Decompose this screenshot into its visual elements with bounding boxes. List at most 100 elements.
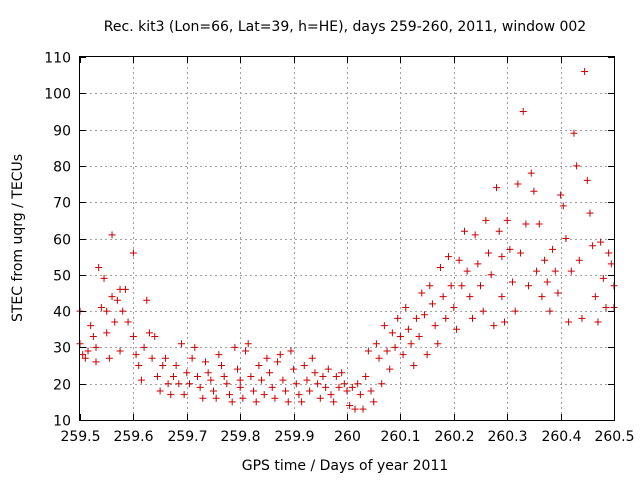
x-tick-labels: 259.5 259.6 259.7 259.8 259.9 260 260.1 260.2 26…: [60, 429, 634, 445]
data-point: [236, 376, 244, 384]
data-point: [570, 129, 578, 137]
data-point: [169, 372, 177, 380]
data-point: [212, 394, 220, 402]
x-tick-label: 260.3: [487, 429, 527, 445]
data-point: [519, 107, 527, 115]
y-tick-label: 80: [53, 160, 71, 176]
data-point: [113, 296, 121, 304]
data-point: [340, 380, 348, 388]
data-point: [404, 325, 412, 333]
data-point: [578, 314, 586, 322]
data-point: [458, 282, 466, 290]
data-point: [196, 383, 204, 391]
data-point: [396, 333, 404, 341]
data-point: [183, 369, 191, 377]
data-point: [316, 394, 324, 402]
data-point: [591, 293, 599, 301]
data-point: [455, 256, 463, 264]
data-point: [348, 383, 356, 391]
data-point: [215, 351, 223, 359]
data-point: [434, 340, 442, 348]
data-point: [460, 227, 468, 235]
data-point: [100, 274, 108, 282]
data-point: [407, 340, 415, 348]
data-point: [263, 354, 271, 362]
y-tick-labels: 10 20 30 40 50 60 70 80 90 100 110: [44, 51, 71, 430]
data-point: [332, 372, 340, 380]
data-point: [370, 398, 378, 406]
data-point: [380, 322, 388, 330]
data-point: [383, 347, 391, 355]
data-point: [605, 249, 613, 257]
data-point: [498, 253, 506, 261]
data-point: [148, 354, 156, 362]
data-point: [477, 282, 484, 290]
data-point: [589, 242, 597, 250]
data-point: [119, 307, 127, 315]
data-point: [495, 227, 503, 235]
data-point: [298, 398, 306, 406]
data-point: [151, 333, 159, 341]
data-point: [410, 362, 418, 370]
data-point: [84, 347, 92, 355]
data-point: [351, 405, 359, 413]
data-point: [137, 376, 145, 384]
data-point: [228, 398, 236, 406]
y-tick-label: 30: [53, 341, 71, 357]
data-point: [279, 376, 287, 384]
data-point: [479, 307, 487, 315]
data-point: [436, 264, 444, 272]
data-point: [327, 391, 335, 399]
data-point: [311, 369, 319, 377]
data-point: [602, 303, 610, 311]
data-point: [559, 202, 567, 210]
data-point: [180, 391, 188, 399]
data-point: [167, 391, 175, 399]
data-point: [514, 180, 522, 188]
data-point: [597, 238, 605, 246]
y-tick-label: 40: [53, 305, 71, 321]
x-tick-label: 259.9: [274, 429, 314, 445]
data-point: [444, 253, 452, 261]
data-point: [551, 267, 559, 275]
data-point: [487, 271, 495, 279]
data-point: [306, 387, 314, 395]
data-point: [335, 383, 343, 391]
data-point: [468, 314, 476, 322]
data-point: [527, 169, 535, 177]
data-point: [367, 387, 375, 395]
data-point: [135, 362, 143, 370]
data-point: [501, 318, 509, 326]
data-point: [575, 256, 583, 264]
data-point: [92, 343, 100, 351]
data-point: [474, 260, 482, 268]
data-point: [236, 383, 244, 391]
data-point: [210, 387, 217, 395]
data-point: [124, 318, 132, 326]
data-point: [415, 333, 423, 341]
data-point: [463, 267, 471, 275]
data-point: [423, 351, 431, 359]
data-point: [156, 387, 164, 395]
y-tick-label: 100: [44, 87, 71, 103]
x-tick-label: 260: [334, 429, 361, 445]
data-point: [471, 231, 479, 239]
data-point: [482, 216, 490, 224]
data-point: [535, 220, 543, 228]
data-point: [466, 293, 474, 301]
data-point: [343, 387, 351, 395]
data-point: [562, 235, 570, 242]
data-point: [185, 380, 193, 388]
data-point: [533, 267, 541, 275]
data-point: [391, 343, 399, 351]
data-point: [292, 380, 300, 388]
gridlines: [80, 57, 614, 420]
data-point: [188, 354, 196, 362]
data-point: [268, 383, 276, 391]
data-point: [108, 293, 116, 301]
data-point: [364, 347, 372, 355]
x-tick-label: 260.1: [380, 429, 420, 445]
data-point: [485, 249, 493, 257]
data-point: [490, 322, 498, 330]
data-point: [271, 394, 279, 402]
